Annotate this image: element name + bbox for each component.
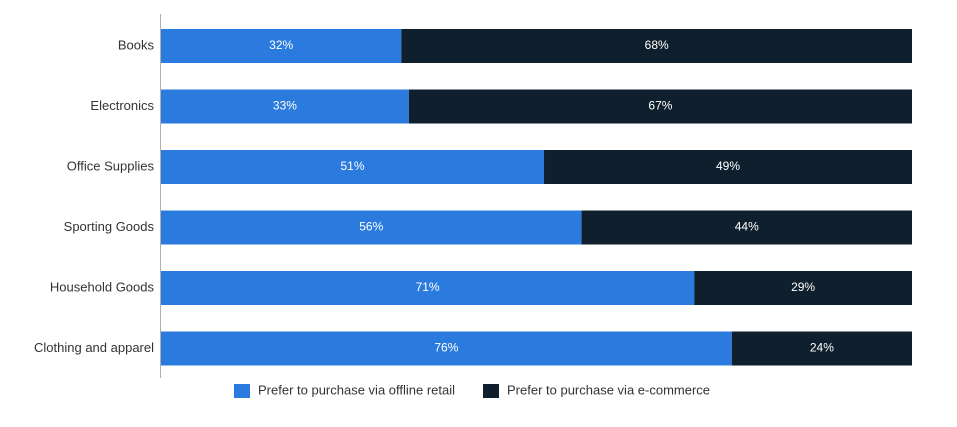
- category-label: Office Supplies: [67, 158, 155, 173]
- bar-segment: [161, 331, 732, 366]
- category-label: Sporting Goods: [64, 219, 155, 234]
- data-label: 67%: [648, 99, 672, 113]
- category-label: Clothing and apparel: [34, 340, 154, 355]
- bar-segment: [161, 210, 582, 245]
- data-label: 56%: [359, 220, 383, 234]
- bar-segment: [401, 29, 912, 63]
- bar-segment: [161, 89, 409, 124]
- legend-swatch: [483, 384, 499, 398]
- data-label: 24%: [810, 341, 834, 355]
- bar-segment: [581, 210, 912, 245]
- bar-segment: [161, 29, 402, 63]
- bar-segment: [161, 150, 545, 184]
- bar-segment: [408, 89, 912, 124]
- data-label: 71%: [416, 280, 440, 294]
- legend-swatch: [234, 384, 250, 398]
- data-label: 33%: [273, 99, 297, 113]
- data-label: 49%: [716, 159, 740, 173]
- legend-label: Prefer to purchase via offline retail: [258, 382, 455, 397]
- data-label: 44%: [735, 220, 759, 234]
- legend-label: Prefer to purchase via e-commerce: [507, 382, 710, 397]
- category-label: Household Goods: [50, 279, 155, 294]
- category-label: Books: [118, 37, 155, 52]
- data-label: 29%: [791, 280, 815, 294]
- bar-segment: [544, 150, 912, 184]
- data-label: 76%: [434, 341, 458, 355]
- bar-segment: [161, 271, 695, 305]
- bar-segment: [694, 271, 912, 305]
- category-label: Electronics: [90, 98, 154, 113]
- data-label: 32%: [269, 38, 293, 52]
- data-label: 68%: [645, 38, 669, 52]
- data-label: 51%: [340, 159, 364, 173]
- bar-segment: [731, 331, 912, 366]
